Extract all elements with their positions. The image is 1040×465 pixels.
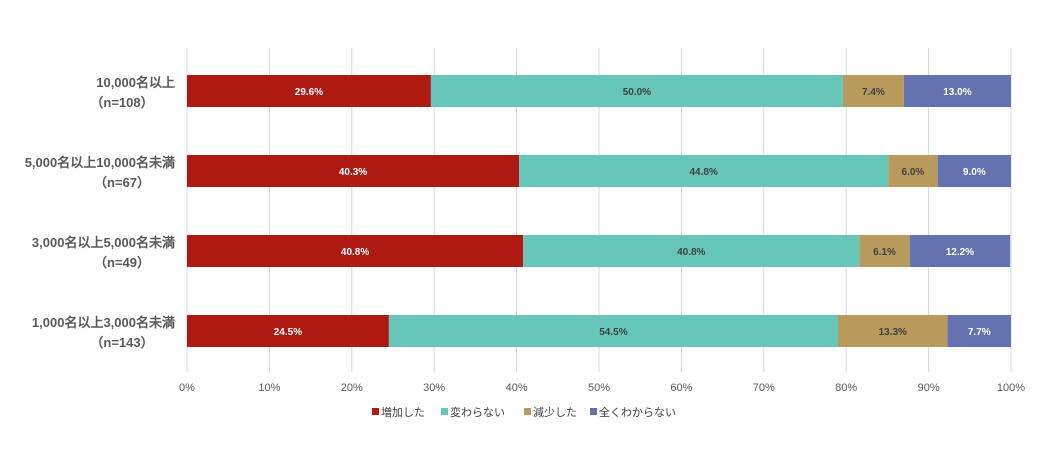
category-label: 5,000名以上10,000名未満	[25, 155, 175, 170]
data-label: 54.5%	[599, 327, 627, 338]
bar-segment	[842, 75, 904, 107]
category-sample-size: （n=143）	[90, 335, 153, 350]
bar-segment	[903, 75, 1011, 107]
legend-label: 変わらない	[450, 405, 505, 419]
legend-swatch	[590, 408, 597, 415]
x-tick-label: 10%	[258, 382, 280, 394]
bar-segment	[187, 75, 431, 107]
bar-segment	[523, 235, 860, 267]
x-tick-label: 20%	[341, 382, 363, 394]
x-tick-label: 0%	[179, 382, 195, 394]
bar-segment	[888, 155, 938, 187]
data-label: 9.0%	[963, 167, 986, 178]
legend-swatch	[372, 408, 379, 415]
data-label: 44.8%	[689, 167, 717, 178]
data-label: 40.8%	[677, 247, 705, 258]
data-label: 7.4%	[862, 87, 885, 98]
legend-label: 全くわからない	[599, 405, 676, 419]
data-label: 12.2%	[946, 247, 974, 258]
category-label: 1,000名以上3,000名未満	[32, 315, 175, 330]
bar-segment	[187, 155, 520, 187]
data-label: 7.7%	[968, 327, 991, 338]
x-axis-ticks: 0% 10% 20% 30% 40% 50% 60% 70% 80% 90% 100%	[179, 382, 1025, 394]
data-label: 40.3%	[339, 167, 367, 178]
x-tick-label: 30%	[423, 382, 445, 394]
x-tick-label: 100%	[997, 382, 1025, 394]
data-label: 13.0%	[943, 87, 971, 98]
bar-segment	[430, 75, 843, 107]
legend-swatch	[524, 408, 531, 415]
bar-segment	[909, 235, 1011, 267]
bars-area: 29.6% 50.0% 7.4% 13.0% 40.3% 44.8% 6.0% 9.0% 40.…	[187, 75, 1011, 347]
x-tick-label: 80%	[835, 382, 857, 394]
data-label: 50.0%	[623, 87, 651, 98]
category-label: 3,000名以上5,000名未満	[32, 235, 175, 250]
x-tick-label: 60%	[670, 382, 692, 394]
bar-segment	[187, 315, 389, 347]
x-tick-label: 70%	[753, 382, 775, 394]
category-labels: 10,000名以上 （n=108） 5,000名以上10,000名未満 （n=67） 3…	[25, 75, 175, 350]
bar-segment	[388, 315, 838, 347]
bar-segment	[837, 315, 948, 347]
legend-label: 減少した	[533, 405, 577, 419]
x-tick-label: 40%	[506, 382, 528, 394]
legend-label: 増加した	[381, 406, 425, 419]
data-label: 6.1%	[873, 247, 896, 258]
data-label: 40.8%	[341, 247, 369, 258]
x-tick-label: 90%	[918, 382, 940, 394]
bar-segment	[187, 235, 524, 267]
legend: 増加した 変わらない 減少した 全くわからない	[372, 405, 676, 419]
data-label: 24.5%	[274, 327, 302, 338]
legend-swatch	[441, 408, 448, 415]
bar-segment	[519, 155, 889, 187]
category-label: 10,000名以上	[96, 75, 175, 90]
x-tick-label: 50%	[588, 382, 610, 394]
data-label: 6.0%	[902, 167, 925, 178]
data-label: 13.3%	[879, 327, 907, 338]
category-sample-size: （n=67）	[94, 175, 150, 190]
category-sample-size: （n=49）	[94, 255, 150, 270]
data-label: 29.6%	[295, 87, 323, 98]
bar-segment	[859, 235, 910, 267]
category-sample-size: （n=108）	[90, 95, 153, 110]
bar-segment	[937, 155, 1011, 187]
bar-segment	[947, 315, 1011, 347]
